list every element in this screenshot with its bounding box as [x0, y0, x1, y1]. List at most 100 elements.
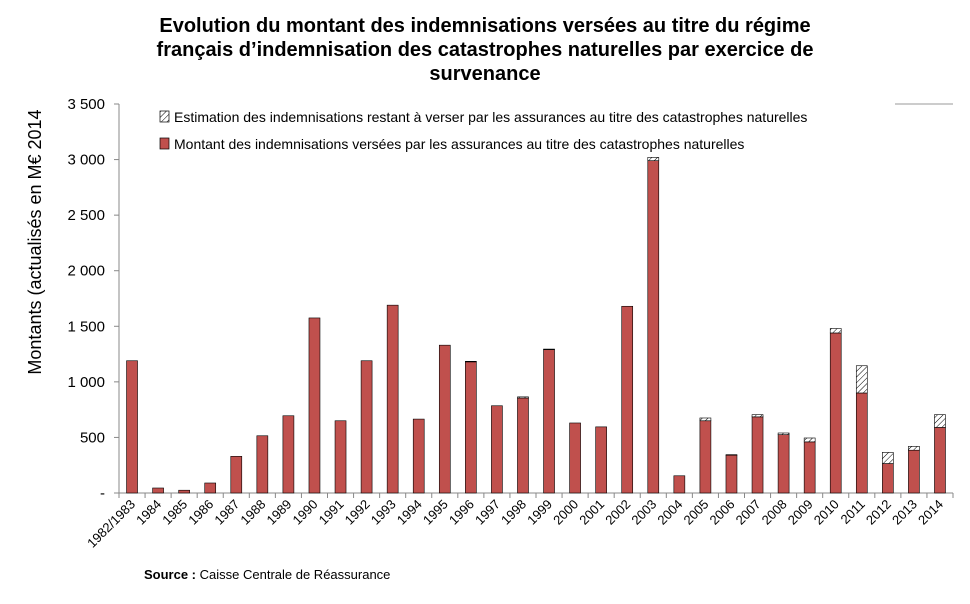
legend-swatch	[159, 137, 170, 150]
x-tick-label: 1986	[185, 497, 216, 528]
x-tick-label: 2005	[680, 497, 711, 528]
x-tick-label: 2007	[733, 497, 764, 528]
x-tick-label: 2003	[628, 497, 659, 528]
x-tick-label: 1996	[446, 497, 477, 528]
x-tick-label: 2013	[889, 497, 920, 528]
x-tick-label: 1998	[498, 497, 529, 528]
y-tick-label: 2 500	[67, 207, 105, 224]
chart-title-line: Evolution du montant des indemnisations …	[159, 15, 811, 37]
bar-paid	[777, 434, 790, 494]
bar-paid	[803, 441, 816, 494]
bar-paid	[595, 426, 607, 494]
chart-title: Evolution du montant des indemnisations …	[0, 14, 970, 86]
x-tick-label: 1997	[472, 497, 503, 528]
x-tick-label: 1989	[263, 497, 294, 528]
bar-paid	[334, 420, 347, 494]
bar-paid	[282, 415, 295, 494]
bar-paid	[751, 416, 764, 494]
bar-paid	[438, 344, 451, 494]
bar-remaining	[777, 432, 790, 435]
x-tick-label: 2004	[654, 497, 685, 528]
bar-remaining	[855, 365, 868, 394]
bar-paid	[360, 360, 373, 494]
x-tick-label: 2010	[811, 497, 842, 528]
bar-paid	[230, 456, 243, 494]
source-text: Caisse Centrale de Réassurance	[199, 567, 391, 582]
bar-paid	[204, 482, 217, 494]
bar-paid	[491, 405, 503, 494]
bar-remaining	[543, 348, 555, 350]
x-tick-label: 1987	[211, 497, 242, 528]
x-tick-label: 2001	[576, 497, 607, 528]
source-label: Source :	[144, 567, 197, 582]
y-tick-label: 3 000	[67, 152, 105, 169]
bar-paid	[725, 454, 738, 494]
bar-paid	[126, 360, 138, 494]
bar-paid	[882, 463, 894, 494]
x-tick-labels: 1982/19831984198519861987198819891990199…	[84, 497, 946, 551]
x-tick-label: 2014	[915, 497, 946, 528]
x-tick-label: 1993	[368, 497, 399, 528]
x-tick-label: 1988	[237, 497, 268, 528]
bar-paid	[673, 475, 686, 494]
x-tick-label: 2011	[838, 497, 868, 527]
bar-remaining	[751, 414, 764, 418]
bar-paid	[855, 392, 868, 494]
x-tick-label: 1999	[524, 497, 555, 528]
bar-remaining	[803, 437, 816, 443]
chart-title-line: survenance	[429, 63, 541, 85]
bar-paid	[829, 332, 842, 494]
bar-remaining	[517, 396, 529, 399]
x-tick-label: 1990	[290, 497, 321, 528]
bar-paid	[621, 305, 634, 494]
bar-remaining	[829, 328, 842, 334]
legend: Estimation des indemnisations restant à …	[159, 109, 807, 152]
bar-paid	[517, 397, 529, 494]
bar-remaining	[725, 454, 738, 456]
bar-remaining	[934, 414, 946, 428]
x-tick-label: 2009	[785, 497, 816, 528]
chart-title-line: français d’indemnisation des catastrophe…	[156, 39, 814, 61]
bar-paid	[934, 427, 946, 494]
y-tick-label: 3 500	[67, 96, 105, 113]
x-tick-label: 1984	[133, 497, 164, 528]
x-tick-label: 2002	[602, 497, 633, 528]
bar-paid	[308, 317, 321, 494]
bar-remaining	[647, 157, 660, 161]
bar-paid	[908, 449, 920, 494]
bar-paid	[178, 489, 190, 494]
x-tick-label: 1982/1983	[84, 497, 138, 551]
x-tick-label: 1991	[316, 497, 347, 528]
y-tick-label: -	[100, 485, 105, 502]
bar-remaining	[699, 417, 712, 422]
bar-remaining	[465, 360, 477, 363]
y-tick-labels: - 500 1 000 1 500 2 000 2 500 3 000 3 500	[67, 96, 105, 502]
x-tick-label: 1992	[342, 497, 373, 528]
y-tick-label: 500	[80, 429, 105, 446]
bar-paid	[699, 420, 712, 494]
bar-paid	[412, 418, 425, 494]
axes	[114, 103, 954, 498]
bar-paid	[152, 487, 164, 494]
bar-paid	[465, 361, 477, 494]
source-note: Source : Caisse Centrale de Réassurance	[144, 567, 390, 582]
x-tick-label: 1985	[159, 497, 190, 528]
y-axis-label: Montants (actualisés en M€ 2014	[25, 109, 45, 374]
bar-paid	[543, 349, 555, 494]
bar-remaining	[882, 452, 894, 464]
x-tick-label: 1994	[394, 497, 425, 528]
bar-paid	[569, 422, 581, 494]
bar-remaining	[908, 446, 920, 451]
x-tick-label: 2006	[707, 497, 738, 528]
bar-paid	[386, 304, 399, 494]
legend-label: Montant des indemnisations versées par l…	[174, 136, 744, 152]
y-tick-label: 1 000	[67, 374, 105, 391]
y-tick-label: 2 000	[67, 263, 105, 280]
bar-paid	[647, 160, 660, 494]
x-tick-label: 2012	[863, 497, 894, 528]
legend-label: Estimation des indemnisations restant à …	[174, 109, 807, 125]
legend-swatch	[159, 110, 170, 123]
bars	[126, 157, 946, 494]
x-tick-label: 1995	[420, 497, 451, 528]
